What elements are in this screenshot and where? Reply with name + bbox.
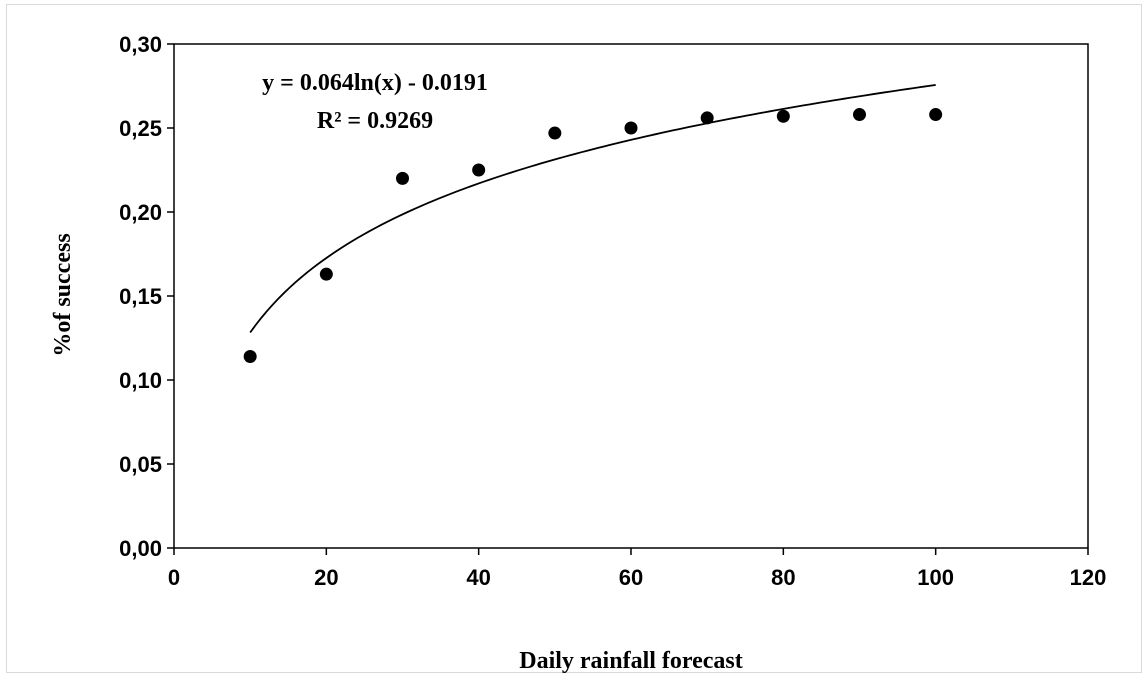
y-tick-label: 0,15 bbox=[119, 284, 162, 309]
data-point bbox=[243, 349, 257, 363]
data-points bbox=[243, 108, 943, 363]
data-point bbox=[472, 163, 486, 177]
plot-area-border bbox=[173, 43, 1089, 549]
data-point bbox=[700, 111, 714, 125]
x-tick-label: 0 bbox=[168, 565, 180, 590]
data-point bbox=[853, 108, 866, 122]
data-point bbox=[929, 108, 943, 122]
y-tick-label: 0,25 bbox=[119, 116, 162, 141]
y-tick-label: 0,05 bbox=[119, 452, 162, 477]
x-axis-title: Daily rainfall forecast bbox=[519, 648, 743, 674]
y-tick-label: 0,30 bbox=[119, 32, 162, 57]
y-tick-label: 0,10 bbox=[119, 368, 162, 393]
y-axis-title: %of success bbox=[50, 233, 76, 356]
data-point bbox=[396, 171, 409, 185]
chart-frame bbox=[6, 4, 1142, 673]
x-tick-label: 40 bbox=[466, 565, 490, 590]
trendline-equation: y = 0.064ln(x) - 0.0191 bbox=[262, 70, 488, 96]
logarithmic-trendline bbox=[249, 84, 936, 334]
r-squared-label: R² = 0.9269 bbox=[317, 108, 433, 134]
y-tick-label: 0,20 bbox=[119, 200, 162, 225]
data-point bbox=[319, 267, 333, 281]
x-tick-label: 20 bbox=[314, 565, 338, 590]
data-point bbox=[548, 126, 562, 140]
trendline-group bbox=[249, 84, 936, 334]
x-tick-label: 120 bbox=[1070, 565, 1107, 590]
y-axis-ticks: 0,00 0,05 0,10 0,15 0,20 0,25 0,30 bbox=[119, 32, 174, 561]
x-axis-ticks: 0 20 40 60 80 100 120 bbox=[168, 548, 1106, 590]
y-tick-label: 0,00 bbox=[119, 536, 162, 561]
data-point bbox=[624, 121, 638, 135]
x-tick-label: 80 bbox=[771, 565, 795, 590]
axes bbox=[173, 43, 1089, 549]
data-point bbox=[776, 109, 790, 123]
x-tick-label: 60 bbox=[619, 565, 643, 590]
x-tick-label: 100 bbox=[917, 565, 954, 590]
